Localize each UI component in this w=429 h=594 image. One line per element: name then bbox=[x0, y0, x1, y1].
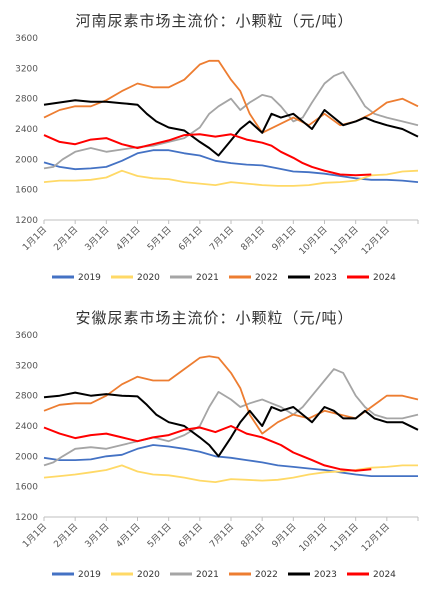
x-tick-label: 11月1日 bbox=[328, 224, 361, 257]
x-tick-label: 10月1日 bbox=[297, 521, 330, 554]
legend-label-2022: 2022 bbox=[255, 273, 278, 283]
x-tick-label: 2月1日 bbox=[52, 224, 81, 253]
x-tick-label: 7月1日 bbox=[208, 224, 237, 253]
series-line-2020 bbox=[43, 169, 419, 187]
y-tick-label: 2800 bbox=[15, 392, 38, 402]
legend-label-2022: 2022 bbox=[255, 570, 278, 580]
x-tick-label: 11月1日 bbox=[328, 521, 361, 554]
legend-label-2024: 2024 bbox=[373, 570, 396, 580]
chart-title: 河南尿素市场主流价：小颗粒（元/吨） bbox=[75, 12, 354, 30]
y-tick-label: 2400 bbox=[15, 125, 38, 135]
legend-label-2020: 2020 bbox=[137, 273, 160, 283]
x-tick-label: 10月1日 bbox=[297, 224, 330, 257]
chart-title: 安徽尿素市场主流价：小颗粒（元/吨） bbox=[75, 309, 354, 327]
x-tick-label: 5月1日 bbox=[145, 224, 174, 253]
y-tick-label: 1600 bbox=[15, 186, 38, 196]
legend-label-2021: 2021 bbox=[196, 273, 219, 283]
series-line-2023 bbox=[43, 391, 419, 458]
series-line-2024 bbox=[43, 133, 372, 177]
x-tick-label: 12月1日 bbox=[359, 521, 392, 554]
series-line-2024 bbox=[43, 425, 372, 472]
x-tick-label: 8月1日 bbox=[239, 521, 268, 550]
series-line-2019 bbox=[43, 149, 419, 183]
x-tick-label: 1月1日 bbox=[21, 224, 50, 253]
x-tick-label: 3月1日 bbox=[83, 224, 112, 253]
x-tick-label: 3月1日 bbox=[83, 521, 112, 550]
y-tick-label: 2000 bbox=[15, 155, 38, 165]
series-line-2021 bbox=[43, 368, 419, 467]
x-tick-label: 12月1日 bbox=[359, 224, 392, 257]
x-tick-label: 9月1日 bbox=[270, 521, 299, 550]
y-tick-label: 2400 bbox=[15, 422, 38, 432]
henan-chart: 河南尿素市场主流价：小颗粒（元/吨） 1200 1600 2000 2400 2800 3… bbox=[15, 12, 419, 283]
legend-label-2021: 2021 bbox=[196, 570, 219, 580]
series-line-2019 bbox=[43, 444, 418, 478]
x-tick-label: 1月1日 bbox=[21, 521, 50, 550]
anhui-chart: 安徽尿素市场主流价：小颗粒（元/吨） 1200 1600 2000 2400 2800 3… bbox=[0, 297, 429, 594]
y-tick-label: 1200 bbox=[15, 216, 38, 226]
y-tick-label: 2000 bbox=[15, 452, 38, 462]
legend-label-2019: 2019 bbox=[78, 273, 101, 283]
y-tick-label: 1600 bbox=[15, 483, 38, 493]
legend-label-2019: 2019 bbox=[78, 570, 101, 580]
y-tick-label: 2800 bbox=[15, 95, 38, 105]
series-line-2021 bbox=[43, 71, 419, 170]
series-line-2022 bbox=[43, 355, 419, 435]
series-line-2022 bbox=[43, 59, 419, 134]
series-line-2020 bbox=[43, 464, 418, 484]
series-line-2023 bbox=[43, 99, 419, 157]
x-tick-label: 6月1日 bbox=[176, 521, 205, 550]
y-tick-label: 3600 bbox=[15, 331, 38, 341]
legend-label-2020: 2020 bbox=[137, 570, 160, 580]
legend-label-2024: 2024 bbox=[373, 273, 396, 283]
x-tick-label: 5月1日 bbox=[145, 521, 174, 550]
x-tick-label: 8月1日 bbox=[239, 224, 268, 253]
y-tick-label: 3600 bbox=[15, 34, 38, 44]
x-tick-label: 2月1日 bbox=[52, 521, 81, 550]
y-tick-label: 1200 bbox=[15, 513, 38, 523]
y-tick-label: 3200 bbox=[15, 64, 38, 74]
x-tick-label: 9月1日 bbox=[270, 224, 299, 253]
x-tick-label: 7月1日 bbox=[208, 521, 237, 550]
anhui-chart-canvas: 1200 1600 2000 2400 2800 3200 3600 1月1日 2月1日 3月1日… bbox=[15, 331, 419, 580]
x-tick-label: 4月1日 bbox=[114, 521, 143, 550]
henan-chart-canvas: 1200 1600 2000 2400 2800 3200 3600 1月1日 2月1日 3月1日… bbox=[15, 34, 419, 283]
legend-label-2023: 2023 bbox=[314, 570, 337, 580]
x-tick-label: 6月1日 bbox=[176, 224, 205, 253]
x-tick-label: 4月1日 bbox=[114, 224, 143, 253]
legend-label-2023: 2023 bbox=[314, 273, 337, 283]
y-tick-label: 3200 bbox=[15, 361, 38, 371]
